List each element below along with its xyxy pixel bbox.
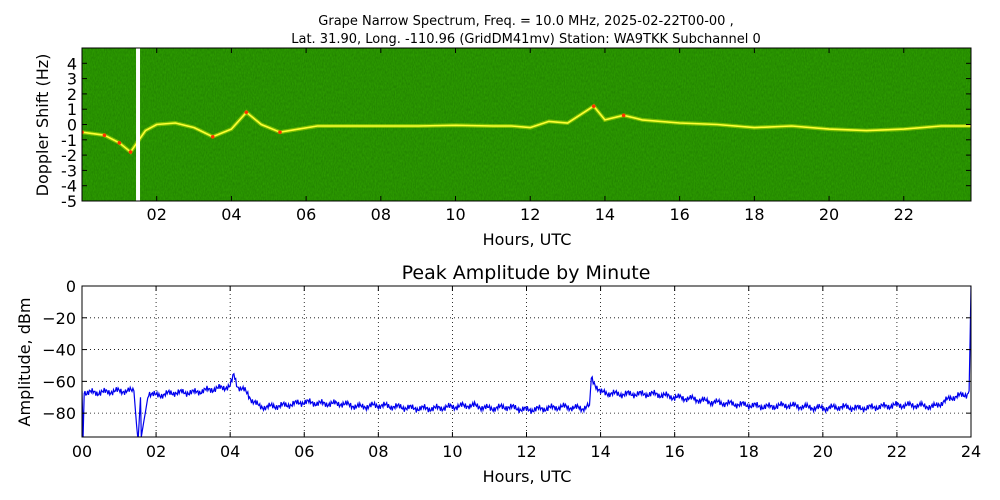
amplitude-x-tick-label: 16	[664, 442, 684, 461]
doppler-trace-core	[82, 105, 971, 154]
amplitude-x-tick-label: 20	[813, 442, 833, 461]
amplitude-x-tick-label: 04	[220, 442, 240, 461]
spectrogram-y-tick-label: 4	[67, 54, 77, 73]
doppler-peak-point	[591, 104, 596, 108]
amplitude-title: Peak Amplitude by Minute	[402, 262, 651, 284]
spectrogram-y-tick-label: -2	[61, 146, 77, 165]
amplitude-x-tick-label: 06	[294, 442, 314, 461]
amplitude-y-tick-label: −20	[42, 309, 76, 328]
spectrogram-x-tick-label: 10	[445, 205, 465, 224]
spectrogram-y-tick-label: 1	[67, 100, 77, 119]
spectrogram-x-tick-label: 08	[371, 205, 391, 224]
spectrogram-title-line1: Grape Narrow Spectrum, Freq. = 10.0 MHz,…	[318, 14, 733, 29]
spectrogram-y-tick-label: -3	[61, 161, 77, 180]
spectrogram-x-ticks: 02 04 06 08 10 12 14 16 18 20 22	[147, 48, 914, 224]
amplitude-y-tick-label: −40	[42, 341, 76, 360]
amplitude-x-tick-label: 14	[590, 442, 610, 461]
spectrogram-x-tick-label: 18	[744, 205, 764, 224]
amplitude-x-tick-label: 22	[887, 442, 907, 461]
amplitude-x-tick-label: 02	[146, 442, 166, 461]
amplitude-x-ticks: 00 02 04 06 08 10 12 14 16 18 20 22 24	[72, 286, 981, 461]
spectrogram-x-label: Hours, UTC	[483, 230, 572, 249]
doppler-peak-point	[128, 150, 133, 154]
amplitude-x-tick-label: 24	[961, 442, 981, 461]
spectrogram-title-line2: Lat. 31.90, Long. -110.96 (GridDM41mv) S…	[291, 32, 761, 47]
spectrogram-y-tick-label: 0	[67, 116, 77, 135]
doppler-peak-point	[244, 110, 249, 115]
spectrogram-y-tick-label: 2	[67, 85, 77, 104]
spectrogram-x-tick-label: 02	[147, 205, 167, 224]
doppler-peak-point	[621, 113, 626, 118]
spectrogram-panel: Grape Narrow Spectrum, Freq. = 10.0 MHz,…	[33, 14, 972, 249]
doppler-peak-point	[117, 141, 122, 145]
amplitude-panel: Peak Amplitude by Minute 00 02 04 06 08 10 12 1…	[15, 262, 981, 486]
doppler-peak-point	[278, 130, 282, 134]
data-gap-marker	[136, 48, 141, 201]
amplitude-x-tick-label: 08	[368, 442, 388, 461]
amplitude-x-tick-label: 12	[516, 442, 536, 461]
spectrogram-y-tick-label: 3	[67, 70, 77, 89]
spectrogram-x-tick-label: 22	[894, 205, 914, 224]
spectrogram-x-tick-label: 20	[819, 205, 839, 224]
spectrogram-x-tick-label: 12	[520, 205, 540, 224]
amplitude-y-label: Amplitude, dBm	[15, 298, 34, 427]
spectrogram-y-label: Doppler Shift (Hz)	[33, 54, 52, 197]
amplitude-plot-area	[82, 286, 971, 437]
spectrogram-x-tick-label: 06	[296, 205, 316, 224]
spectrogram-y-tick-label: -5	[61, 192, 77, 211]
amplitude-series-line	[82, 286, 971, 437]
spectrogram-x-tick-label: 04	[221, 205, 241, 224]
doppler-peak-point	[210, 134, 215, 139]
amplitude-y-ticks: 0 −20 −40 −60 −80	[42, 277, 971, 423]
amplitude-x-tick-label: 10	[442, 442, 462, 461]
amplitude-x-tick-label: 18	[739, 442, 759, 461]
amplitude-y-tick-label: −60	[42, 372, 76, 391]
spectrogram-x-tick-label: 16	[669, 205, 689, 224]
amplitude-x-label: Hours, UTC	[483, 467, 572, 486]
amplitude-y-tick-label: −80	[42, 404, 76, 423]
doppler-peak-point	[102, 133, 107, 138]
spectrogram-y-tick-label: -1	[61, 131, 77, 150]
amplitude-x-tick-label: 00	[72, 442, 92, 461]
amplitude-y-tick-label: 0	[66, 277, 76, 296]
spectrogram-noise	[82, 48, 971, 201]
spectrogram-y-tick-label: -4	[61, 177, 77, 196]
spectrogram-x-tick-label: 14	[595, 205, 615, 224]
